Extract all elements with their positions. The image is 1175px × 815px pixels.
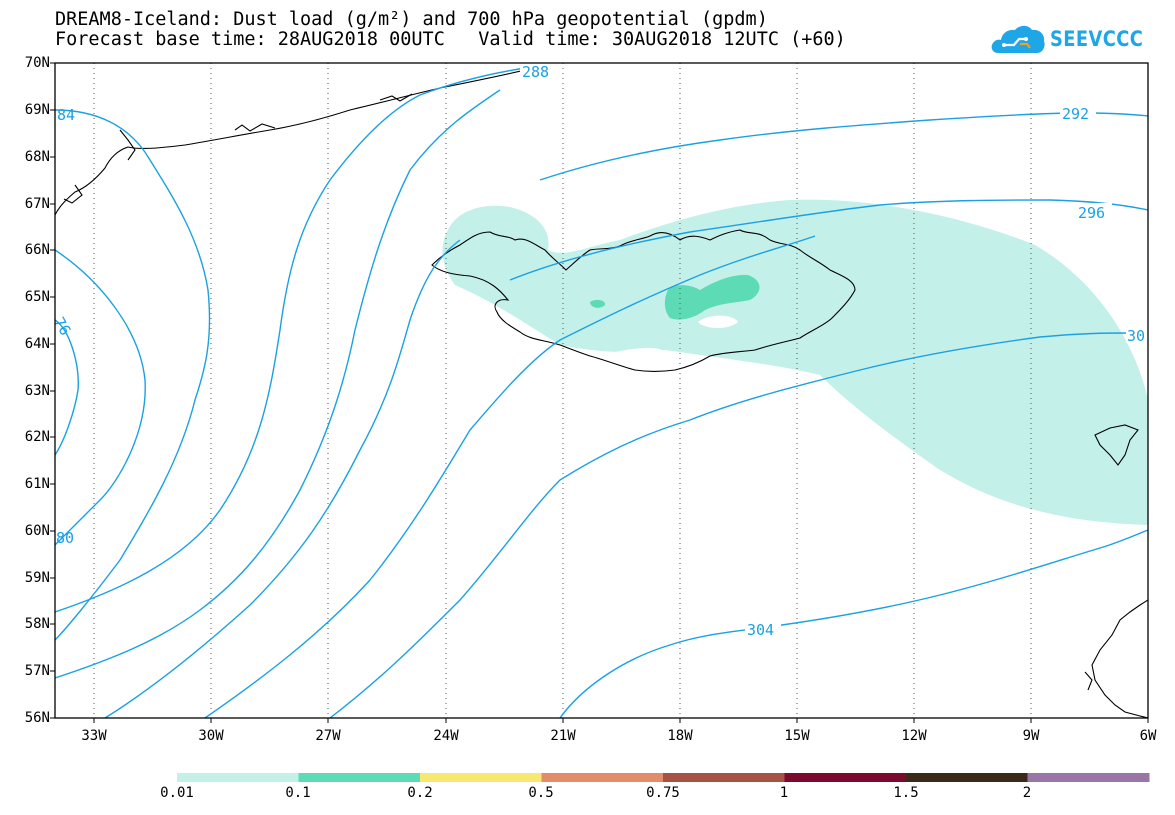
lon-label: 33W bbox=[81, 728, 107, 744]
legend-label: 0.75 bbox=[646, 785, 680, 801]
lat-label: 57N bbox=[24, 663, 50, 679]
dust-load-area-0-1 bbox=[590, 299, 606, 308]
legend-swatch bbox=[906, 773, 1028, 782]
contour-line bbox=[559, 529, 1148, 718]
lat-label: 60N bbox=[24, 523, 50, 539]
contour-label: 304 bbox=[747, 621, 774, 639]
legend-swatch bbox=[298, 773, 421, 782]
lon-label: 21W bbox=[550, 728, 576, 744]
legend-swatch bbox=[784, 773, 907, 782]
contour-label: 292 bbox=[1062, 105, 1089, 123]
contour-line bbox=[55, 67, 526, 613]
contour-label: 30 bbox=[1127, 327, 1145, 345]
dust-load-hole bbox=[605, 347, 662, 360]
legend-swatch bbox=[663, 773, 785, 782]
legend-label: 2 bbox=[1022, 785, 1032, 801]
legend-swatch bbox=[177, 773, 299, 782]
contour-line bbox=[104, 239, 461, 718]
lat-label: 61N bbox=[24, 476, 50, 492]
lon-label: 12W bbox=[901, 728, 927, 744]
contour-labels: 288 292 296 30 304 84 76 80 bbox=[55, 63, 1148, 639]
lat-label: 64N bbox=[24, 336, 50, 352]
coastline bbox=[55, 63, 1148, 718]
chart-title: DREAM8-Iceland: Dust load (g/m²) and 700… bbox=[55, 9, 768, 30]
gridlines bbox=[93, 63, 1032, 718]
legend-swatch bbox=[420, 773, 542, 782]
lon-label: 9W bbox=[1022, 728, 1040, 744]
coast-greenland bbox=[55, 63, 541, 216]
lon-label: 15W bbox=[784, 728, 810, 744]
seevccc-logo: SEEVCCC bbox=[990, 22, 1160, 56]
lon-label: 6W bbox=[1139, 728, 1157, 744]
coast-iceland bbox=[431, 229, 856, 373]
legend-swatch bbox=[541, 773, 664, 782]
contour-line bbox=[204, 235, 816, 718]
dust-load-hole bbox=[698, 315, 738, 328]
axis-ticks bbox=[50, 62, 1149, 723]
lat-label: 58N bbox=[24, 616, 50, 632]
cloud-icon bbox=[991, 25, 1045, 53]
lat-label: 59N bbox=[24, 570, 50, 586]
lat-label: 69N bbox=[24, 102, 50, 118]
contour-line bbox=[55, 89, 501, 679]
contour-line bbox=[55, 249, 146, 546]
contour-line bbox=[509, 199, 1148, 281]
lon-label: 18W bbox=[667, 728, 693, 744]
lat-label: 66N bbox=[24, 242, 50, 258]
coast-faroe bbox=[1094, 424, 1139, 466]
lat-label: 63N bbox=[24, 383, 50, 399]
logo-text: SEEVCCC bbox=[1050, 27, 1144, 51]
geopotential-contours bbox=[55, 67, 1148, 718]
coast-scotland bbox=[1091, 599, 1148, 718]
legend-label: 1 bbox=[779, 785, 789, 801]
contour-line bbox=[55, 109, 211, 641]
lon-label: 24W bbox=[433, 728, 459, 744]
chart-subtitle: Forecast base time: 28AUG2018 00UTC Vali… bbox=[55, 29, 846, 50]
lat-label: 70N bbox=[24, 55, 50, 71]
legend-label: 1.5 bbox=[893, 785, 919, 801]
contour-label: 288 bbox=[522, 63, 549, 81]
dust-load-area-0-01 bbox=[442, 199, 1148, 525]
lat-label: 65N bbox=[24, 289, 50, 305]
lat-label: 68N bbox=[24, 149, 50, 165]
lat-label: 56N bbox=[24, 710, 50, 726]
legend-label: 0.2 bbox=[407, 785, 433, 801]
legend-label: 0.5 bbox=[528, 785, 554, 801]
legend-swatch bbox=[1027, 773, 1150, 782]
legend-label: 0.1 bbox=[285, 785, 311, 801]
contour-line bbox=[329, 332, 1131, 718]
lon-label: 27W bbox=[315, 728, 341, 744]
lon-label: 30W bbox=[198, 728, 224, 744]
contour-label: 296 bbox=[1078, 204, 1105, 222]
contour-line bbox=[55, 319, 79, 456]
lat-label: 62N bbox=[24, 429, 50, 445]
contour-label: 84 bbox=[57, 106, 75, 124]
dust-load-area-0-1 bbox=[664, 274, 760, 320]
lat-label: 67N bbox=[24, 196, 50, 212]
contour-label: 80 bbox=[56, 529, 74, 547]
legend-label: 0.01 bbox=[160, 785, 194, 801]
